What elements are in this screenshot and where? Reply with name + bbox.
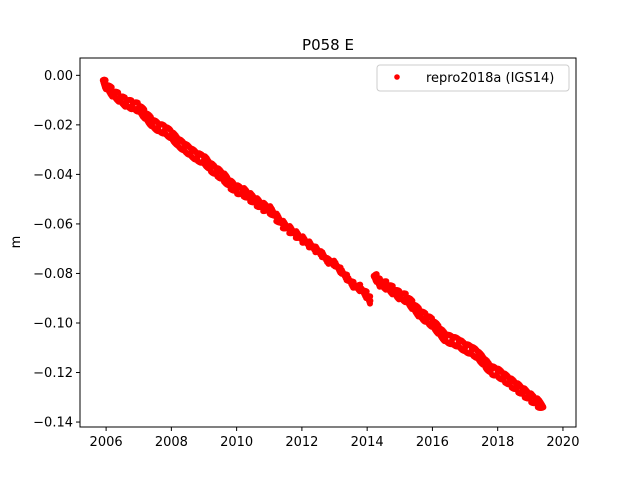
y-tick-label: −0.06	[33, 217, 73, 232]
y-tick-label: −0.10	[33, 316, 73, 331]
data-point-fill	[108, 84, 115, 91]
y-axis-label: m	[9, 236, 24, 249]
data-point-fill	[367, 293, 374, 300]
x-tick-label: 2008	[155, 435, 188, 450]
legend: repro2018a (IGS14)	[376, 64, 570, 92]
y-tick-label: −0.08	[33, 267, 73, 282]
y-tick-label: 0.00	[44, 69, 73, 84]
y-tick-label: −0.02	[33, 118, 73, 133]
data-point	[367, 297, 374, 304]
chart-title: P058 E	[302, 36, 354, 54]
y-tick-label: −0.12	[33, 366, 73, 381]
y-axis: 0.00 −0.02 −0.04 −0.06 −0.08 −0.10 −0.12 −0.14	[33, 69, 80, 431]
y-tick-label: −0.14	[33, 416, 73, 431]
x-axis: 2006 2008 2010 2012 2014 2016 2018 2020	[90, 427, 579, 450]
x-tick-label: 2020	[546, 435, 579, 450]
plot-area-frame	[79, 57, 577, 428]
y-tick-label: −0.04	[33, 168, 73, 183]
x-tick-label: 2010	[220, 435, 253, 450]
x-tick-label: 2006	[90, 435, 123, 450]
x-tick-label: 2018	[481, 435, 514, 450]
legend-box	[376, 64, 570, 92]
x-tick-label: 2016	[416, 435, 449, 450]
legend-marker	[394, 74, 400, 80]
legend-label: repro2018a (IGS14)	[426, 71, 554, 86]
x-tick-label: 2014	[351, 435, 384, 450]
data-point-fill	[102, 77, 109, 84]
data-point	[540, 404, 547, 411]
x-tick-label: 2012	[285, 435, 318, 450]
series-points	[99, 76, 547, 411]
